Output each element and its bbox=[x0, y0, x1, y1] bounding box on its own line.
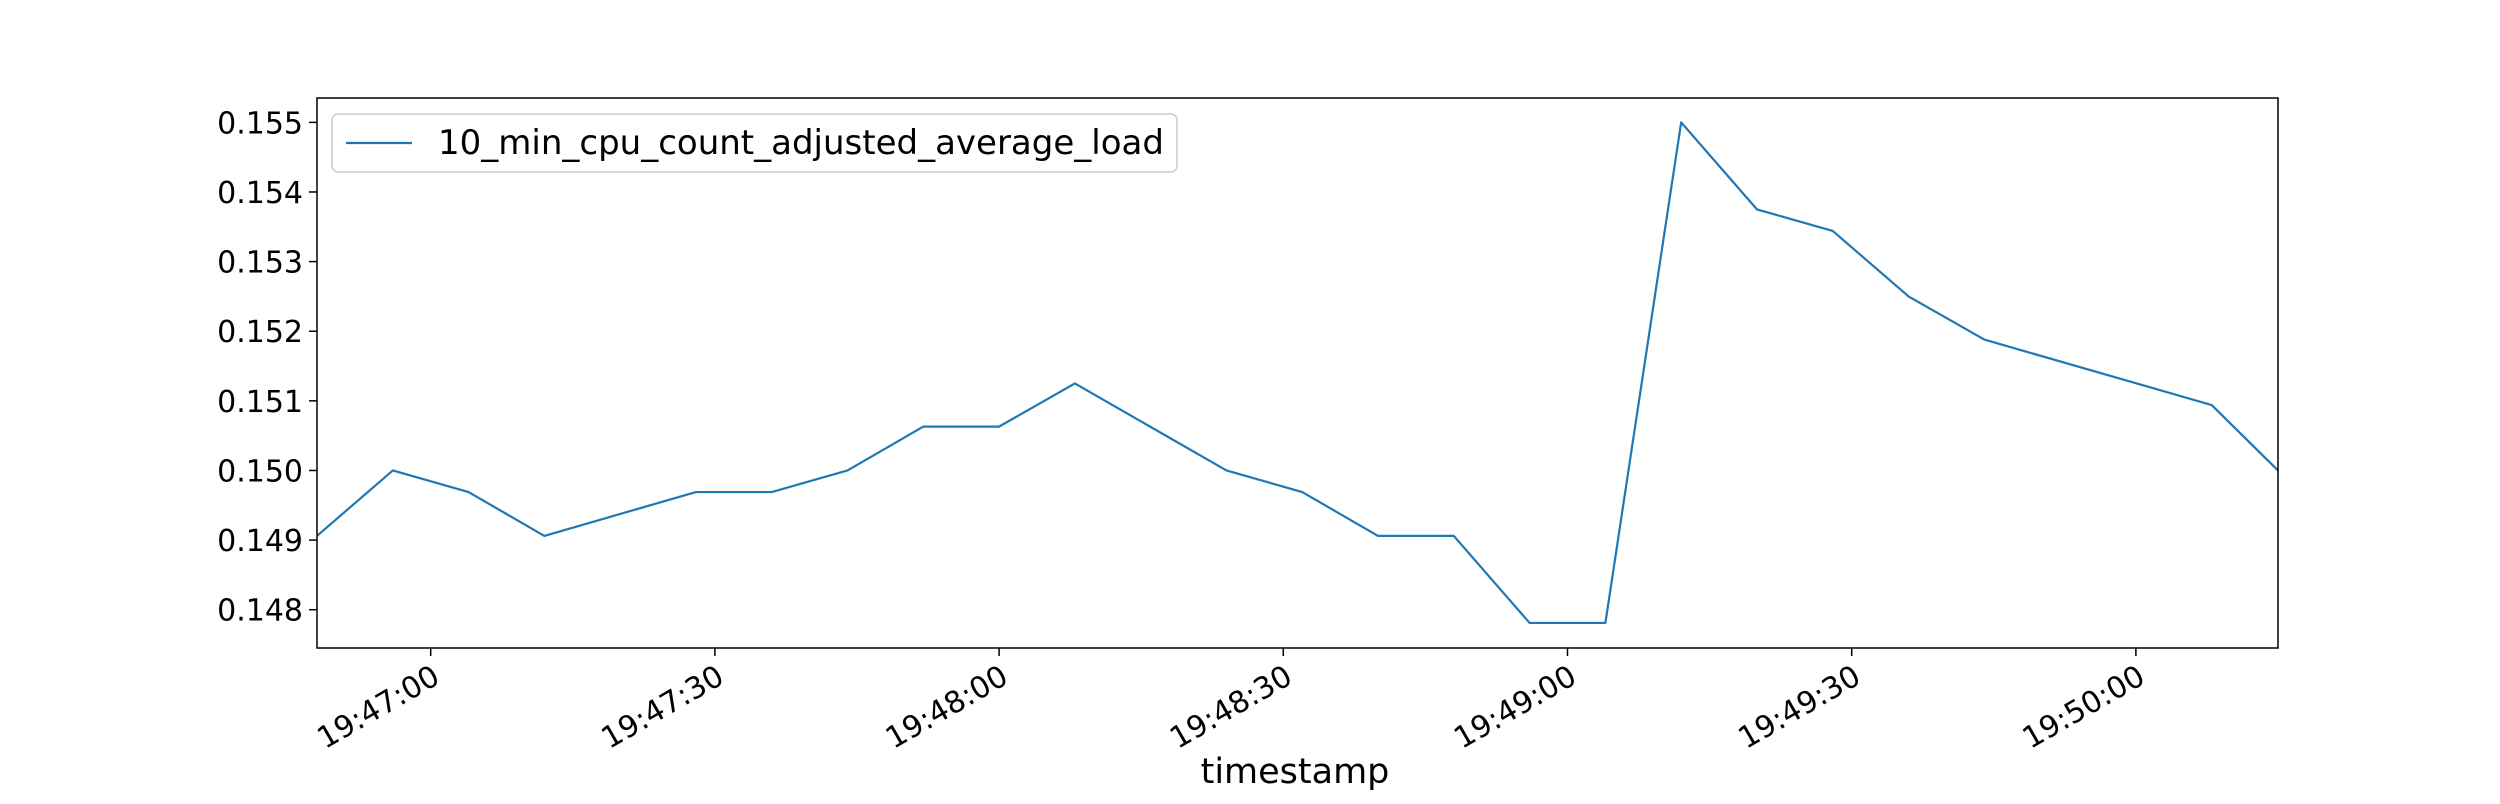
plot-frame bbox=[316, 97, 2279, 649]
series-line bbox=[316, 121, 2279, 625]
y-tick-label: 0.153 bbox=[217, 246, 303, 281]
legend-label: 10_min_cpu_count_adjusted_average_load bbox=[438, 123, 1164, 163]
y-tick-label: 0.154 bbox=[217, 176, 303, 211]
legend-box bbox=[331, 113, 1178, 173]
y-tick-label: 0.148 bbox=[217, 594, 303, 629]
y-tick-label: 0.149 bbox=[217, 524, 303, 559]
x-axis-label: timestamp bbox=[1201, 752, 1390, 792]
y-tick-label: 0.150 bbox=[217, 454, 303, 489]
y-tick-label: 0.152 bbox=[217, 315, 303, 350]
y-tick-label: 0.151 bbox=[217, 385, 303, 420]
y-tick-label: 0.155 bbox=[217, 106, 303, 141]
